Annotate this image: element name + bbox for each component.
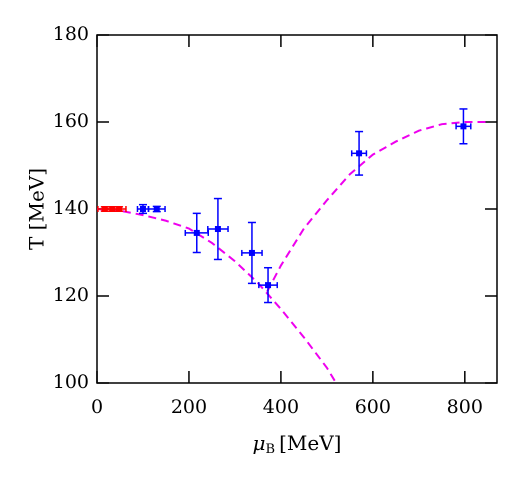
point bbox=[460, 123, 467, 130]
point bbox=[193, 229, 200, 236]
y-tick-label: 140 bbox=[53, 197, 89, 219]
y-tick-label: 120 bbox=[53, 284, 89, 306]
y-tick-label: 100 bbox=[53, 371, 89, 393]
y-axis-title: T [MeV] bbox=[25, 168, 49, 250]
x-tick-label: 800 bbox=[447, 396, 483, 418]
point bbox=[153, 206, 160, 212]
dashed-curve bbox=[266, 121, 488, 293]
y-tick-label: 160 bbox=[53, 110, 89, 132]
point bbox=[265, 282, 272, 289]
point bbox=[214, 226, 221, 233]
dashed-curve bbox=[97, 208, 337, 383]
x-axis-title: μB [MeV] bbox=[253, 431, 342, 457]
x-tick-label: 200 bbox=[171, 396, 207, 418]
point bbox=[356, 150, 363, 157]
x-tick-label: 400 bbox=[263, 396, 299, 418]
point bbox=[139, 206, 146, 212]
y-tick-label: 180 bbox=[53, 23, 89, 45]
x-axis-symbol: μ bbox=[253, 431, 266, 455]
point bbox=[116, 206, 123, 212]
x-tick-label: 0 bbox=[91, 396, 103, 418]
x-axis-unit: [MeV] bbox=[279, 431, 341, 455]
x-tick-label: 600 bbox=[355, 396, 391, 418]
x-axis-subscript: B bbox=[266, 442, 276, 457]
point bbox=[248, 249, 255, 256]
